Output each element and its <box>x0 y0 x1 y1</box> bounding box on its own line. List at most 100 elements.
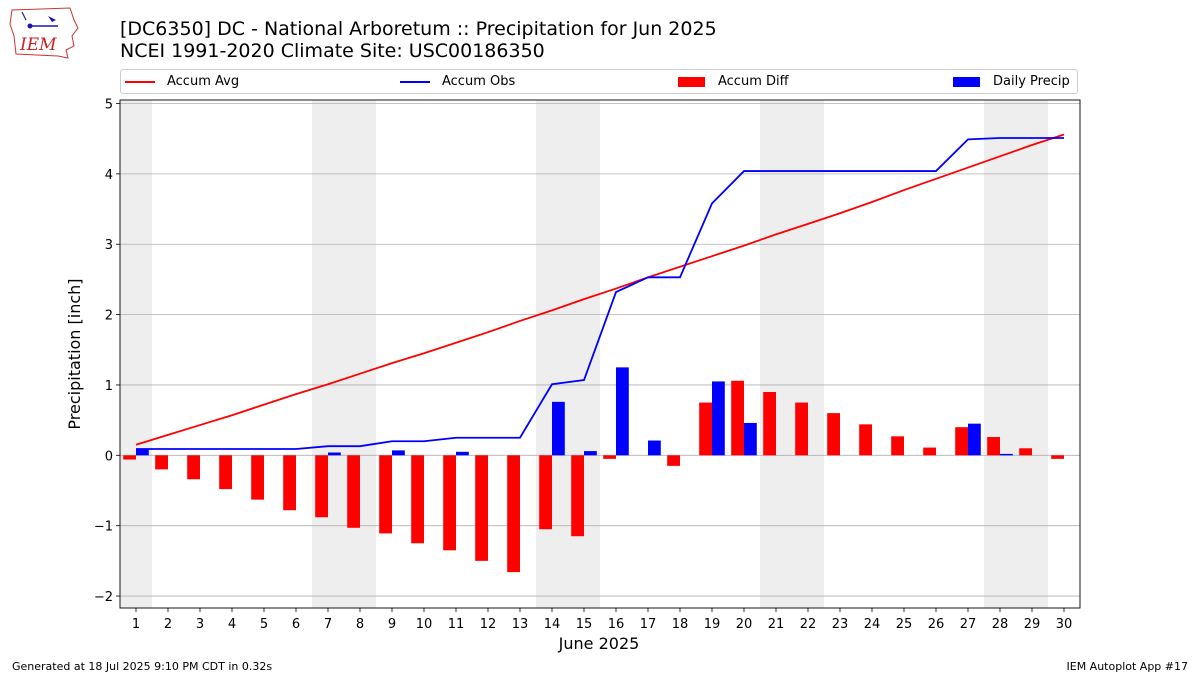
weekend-band <box>760 100 824 608</box>
daily-precip-bar <box>968 423 981 456</box>
accum-diff-bar <box>571 455 584 537</box>
accum-diff-bar <box>859 424 872 456</box>
x-tick-label: 17 <box>640 617 657 632</box>
accum-diff-bar <box>763 391 776 456</box>
accum-diff-bar <box>827 413 840 456</box>
x-tick-label: 3 <box>196 617 204 632</box>
accum-diff-bar <box>475 455 488 561</box>
accum-diff-bar <box>603 455 616 459</box>
accum-diff-bar <box>283 455 296 511</box>
accum-diff-bar <box>987 437 1000 456</box>
legend-swatch-accum-obs <box>400 81 430 83</box>
accum-diff-bar <box>315 455 328 518</box>
y-tick-label: 2 <box>105 309 113 324</box>
weekend-band <box>536 100 600 608</box>
x-tick-label: 11 <box>448 617 465 632</box>
x-tick-label: 2 <box>164 617 172 632</box>
x-tick-label: 6 <box>292 617 300 632</box>
x-tick-label: 8 <box>356 617 364 632</box>
accum-diff-bar <box>923 447 936 456</box>
x-tick-label: 23 <box>832 617 849 632</box>
legend-label-accum-obs: Accum Obs <box>442 74 516 89</box>
x-tick-label: 21 <box>768 617 785 632</box>
accum-diff-bar <box>443 455 456 551</box>
x-tick-label: 14 <box>544 617 561 632</box>
legend-label-accum-diff: Accum Diff <box>718 74 789 89</box>
accum-diff-bar <box>411 455 424 544</box>
accum-obs-line <box>136 137 1064 450</box>
chart-title: [DC6350] DC - National Arboretum :: Prec… <box>120 18 717 40</box>
x-tick-label: 15 <box>576 617 593 632</box>
legend-label-daily-precip: Daily Precip <box>993 74 1070 89</box>
daily-precip-bar <box>584 451 597 456</box>
y-tick-label: 0 <box>105 449 113 464</box>
accum-diff-bar <box>699 402 712 456</box>
y-tick-label: 1 <box>105 379 113 394</box>
line-series <box>135 133 1065 450</box>
x-tick-label: 29 <box>1024 617 1041 632</box>
x-tick-label: 7 <box>324 617 332 632</box>
bar-series <box>123 367 1064 573</box>
x-tick-label: 13 <box>512 617 529 632</box>
weekend-band <box>984 100 1048 608</box>
y-tick-label: 4 <box>105 168 113 183</box>
accum-diff-bar <box>1019 448 1032 456</box>
daily-precip-bar <box>456 451 469 456</box>
accum-diff-bar <box>219 455 232 490</box>
x-tick-label: 19 <box>704 617 721 632</box>
x-tick-label: 1 <box>132 617 140 632</box>
daily-precip-bar <box>392 450 405 456</box>
x-tick-label: 10 <box>416 617 433 632</box>
accum-diff-bar <box>251 455 264 500</box>
y-tick-label: 3 <box>105 238 113 253</box>
x-tick-label: 22 <box>800 617 817 632</box>
x-tick-label: 26 <box>928 617 945 632</box>
iem-logo: IEM <box>9 7 79 59</box>
chart-legend: Accum Avg Accum Obs Accum Diff Daily Pre… <box>120 69 1078 94</box>
x-axis-label: June 2025 <box>558 634 640 653</box>
legend-swatch-daily-precip <box>953 77 980 87</box>
accum-diff-bar <box>891 436 904 456</box>
x-tick-label: 27 <box>960 617 977 632</box>
accum-diff-bar <box>795 402 808 456</box>
daily-precip-bar <box>1000 453 1013 456</box>
accum-diff-bar <box>667 455 680 466</box>
plot-frame <box>119 99 1081 609</box>
iem-logo-text: IEM <box>19 35 57 55</box>
x-tick-label: 16 <box>608 617 625 632</box>
grid-lines <box>120 103 1080 597</box>
x-tick-label: 9 <box>388 617 396 632</box>
y-axis-label: Precipitation [inch] <box>65 278 84 429</box>
chart-subtitle: NCEI 1991-2020 Climate Site: USC00186350 <box>120 40 545 62</box>
footer-app-text: IEM Autoplot App #17 <box>1066 660 1189 673</box>
accum-diff-bar <box>955 427 968 456</box>
accum-avg-line <box>135 133 1065 446</box>
accum-diff-bar <box>155 455 168 470</box>
y-tick-label: −1 <box>94 520 113 535</box>
daily-precip-bar <box>712 381 725 456</box>
accum-diff-bar <box>731 380 744 456</box>
x-tick-label: 25 <box>896 617 913 632</box>
legend-swatch-accum-diff <box>678 77 705 87</box>
x-tick-label: 5 <box>260 617 268 632</box>
daily-precip-bar <box>136 448 149 456</box>
daily-precip-bar <box>552 401 565 456</box>
daily-precip-bar <box>328 452 341 456</box>
x-tick-label: 18 <box>672 617 689 632</box>
legend-swatch-accum-avg <box>125 81 155 83</box>
accum-diff-bar <box>123 455 136 460</box>
y-tick-label: 5 <box>105 98 113 113</box>
x-tick-label: 20 <box>736 617 753 632</box>
accum-diff-bar <box>507 455 520 573</box>
accum-diff-bar <box>187 455 200 480</box>
footer-generated-text: Generated at 18 Jul 2025 9:10 PM CDT in … <box>12 660 273 673</box>
x-tick-label: 4 <box>228 617 236 632</box>
daily-precip-bar <box>616 367 629 456</box>
x-tick-label: 12 <box>480 617 497 632</box>
accum-diff-bar <box>347 455 360 528</box>
x-tick-label: 30 <box>1056 617 1073 632</box>
accum-diff-bar <box>1051 455 1064 459</box>
weekend-band <box>312 100 376 608</box>
